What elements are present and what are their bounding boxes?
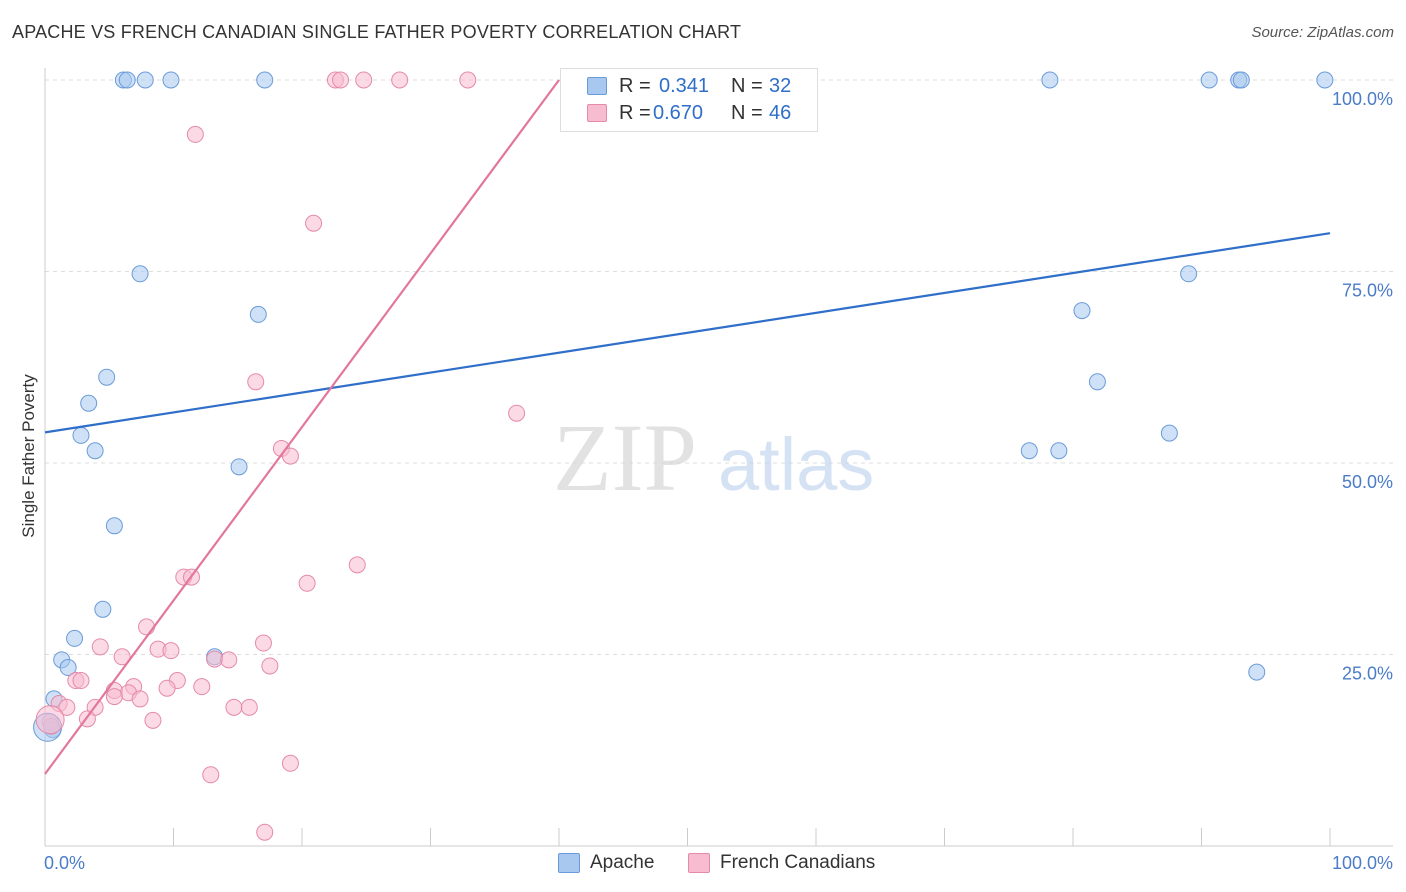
data-point xyxy=(118,71,136,89)
n-label: N = xyxy=(731,101,763,124)
data-point-cluster xyxy=(35,705,65,735)
data-point xyxy=(1050,442,1068,460)
data-point xyxy=(66,629,84,647)
data-point xyxy=(202,766,220,784)
data-point xyxy=(59,659,77,677)
data-point xyxy=(247,373,265,391)
data-point xyxy=(1041,71,1059,89)
data-point xyxy=(1316,71,1334,89)
french-canadians-swatch xyxy=(587,104,607,122)
data-point xyxy=(86,442,104,460)
data-point xyxy=(1200,71,1218,89)
axis-labels: 25.0% 50.0% 75.0% 100.0% 0.0% 100.0% Single Fa… xyxy=(19,89,1393,873)
data-point xyxy=(391,71,409,89)
watermark: ZIP atlas xyxy=(553,404,874,511)
data-point xyxy=(131,690,149,708)
trend-line-apache xyxy=(44,232,1331,434)
data-point xyxy=(206,650,224,668)
data-point xyxy=(1248,663,1266,681)
legend-label: French Canadians xyxy=(720,852,876,873)
x-tick-label: 100.0% xyxy=(1332,853,1393,873)
data-point xyxy=(72,672,90,690)
data-point xyxy=(348,556,366,574)
legend-label: Apache xyxy=(590,852,655,873)
y-axis-label: Single Father Poverty xyxy=(19,374,38,538)
data-point xyxy=(1232,71,1250,89)
data-point xyxy=(162,642,180,660)
r-value: 0.341 xyxy=(659,74,710,97)
data-point xyxy=(240,698,258,716)
series-french-canadians xyxy=(41,71,526,841)
data-point xyxy=(58,698,76,716)
data-point xyxy=(298,574,316,592)
watermark-zip: ZIP xyxy=(553,404,697,511)
n-value: 32 xyxy=(769,74,792,97)
source-credit: Source: ZipAtlas.com xyxy=(1251,24,1394,41)
n-label: N = xyxy=(731,74,763,97)
data-point xyxy=(261,657,279,675)
data-point xyxy=(98,368,116,386)
data-point xyxy=(225,698,243,716)
data-point xyxy=(113,648,131,666)
x-tick-label: 0.0% xyxy=(44,853,85,873)
data-point xyxy=(186,125,204,143)
data-point xyxy=(459,71,477,89)
data-point xyxy=(1088,373,1106,391)
r-label: R = xyxy=(619,74,651,97)
data-point xyxy=(1020,442,1038,460)
legend-item-french-canadians[interactable]: French Canadians xyxy=(688,852,875,874)
data-point xyxy=(144,711,162,729)
data-point xyxy=(249,305,267,323)
r-value: 0.670 xyxy=(653,101,704,124)
data-point xyxy=(230,458,248,476)
data-point xyxy=(256,823,274,841)
data-point xyxy=(105,688,123,706)
watermark-atlas: atlas xyxy=(718,423,874,506)
n-value: 46 xyxy=(769,101,792,124)
stats-box: R = 0.341 N = 32 R = 0.670 N = 46 xyxy=(560,68,818,132)
data-point xyxy=(355,71,373,89)
data-point xyxy=(1180,265,1198,283)
data-point xyxy=(193,678,211,696)
data-point xyxy=(305,214,323,232)
r-label: R = xyxy=(619,101,651,124)
data-point xyxy=(158,679,176,697)
data-point xyxy=(256,71,274,89)
data-point xyxy=(281,754,299,772)
trend-line-french-canadians xyxy=(44,79,560,775)
trend-lines xyxy=(44,79,1331,775)
data-point xyxy=(94,600,112,618)
data-point xyxy=(1160,424,1178,442)
data-point xyxy=(281,447,299,465)
data-point xyxy=(80,394,98,412)
legend: Apache French Canadians xyxy=(0,850,1406,880)
data-point xyxy=(220,651,238,669)
apache-swatch xyxy=(587,77,607,95)
data-point xyxy=(136,71,154,89)
data-point xyxy=(254,634,272,652)
y-tick-label: 50.0% xyxy=(1342,472,1393,492)
legend-swatch-apache xyxy=(558,853,580,873)
y-tick-label: 25.0% xyxy=(1342,664,1393,684)
legend-item-apache[interactable]: Apache xyxy=(558,852,654,874)
data-point xyxy=(105,517,123,535)
data-point xyxy=(1073,302,1091,320)
y-tick-label: 100.0% xyxy=(1332,89,1393,109)
legend-swatch-french-canadians xyxy=(688,853,710,873)
data-point xyxy=(162,71,180,89)
data-point xyxy=(508,404,526,422)
data-point xyxy=(91,638,109,656)
chart-title: APACHE VS FRENCH CANADIAN SINGLE FATHER … xyxy=(12,22,742,42)
data-point xyxy=(131,265,149,283)
data-point xyxy=(138,618,156,636)
grid-lines xyxy=(45,79,1393,655)
data-point xyxy=(332,71,350,89)
y-tick-label: 75.0% xyxy=(1342,281,1393,301)
data-point xyxy=(72,426,90,444)
